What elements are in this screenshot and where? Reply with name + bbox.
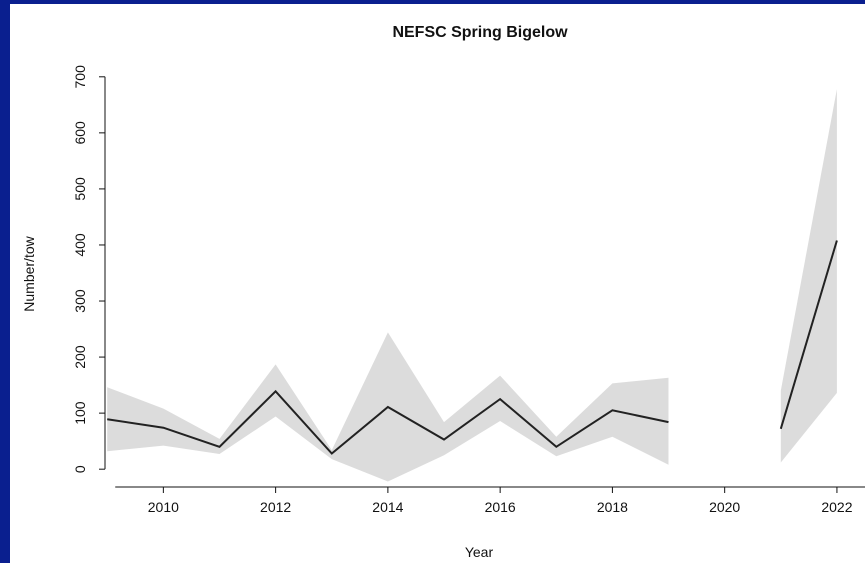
confidence-bands xyxy=(107,89,837,482)
series-line xyxy=(779,240,838,430)
x-tick-label: 2018 xyxy=(597,499,628,515)
y-tick-label: 0 xyxy=(72,465,88,473)
x-tick-label: 2020 xyxy=(709,499,740,515)
series-line xyxy=(107,389,669,455)
confidence-band xyxy=(780,89,837,463)
y-tick-label: 100 xyxy=(72,401,88,425)
y-tick-label: 200 xyxy=(72,345,88,369)
x-tick-label: 2016 xyxy=(485,499,516,515)
x-axis-title: Year xyxy=(465,544,494,560)
plot-window: NEFSC Spring Bigelow 2010 2012 2014 2016 201… xyxy=(10,4,865,563)
chart-title: NEFSC Spring Bigelow xyxy=(392,24,568,41)
y-axis-title: Number/tow xyxy=(21,235,37,311)
y-tick-label: 500 xyxy=(72,177,88,201)
x-tick-label: 2010 xyxy=(148,499,179,515)
axes: 2010 2012 2014 2016 2018 2020 2022 0 100 200 300 40… xyxy=(72,65,865,515)
x-tick-label: 2014 xyxy=(372,499,403,515)
y-tick-label: 700 xyxy=(72,65,88,89)
y-tick-label: 600 xyxy=(72,121,88,145)
mean-lines xyxy=(107,240,838,455)
y-tick-label: 300 xyxy=(72,289,88,313)
y-tick-label: 400 xyxy=(72,233,88,257)
x-tick-label: 2012 xyxy=(260,499,291,515)
x-tick-label: 2022 xyxy=(821,499,852,515)
line-chart: NEFSC Spring Bigelow 2010 2012 2014 2016 201… xyxy=(21,24,865,560)
